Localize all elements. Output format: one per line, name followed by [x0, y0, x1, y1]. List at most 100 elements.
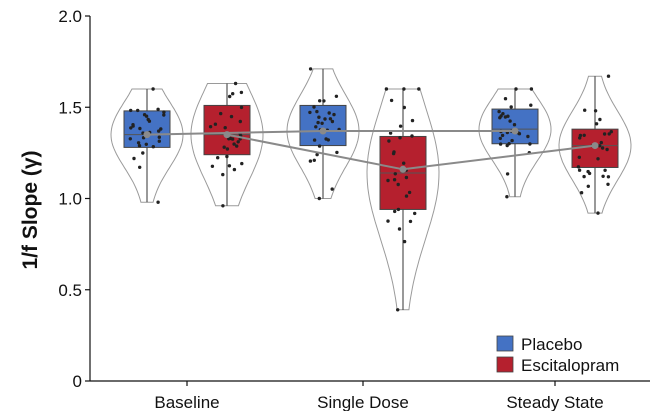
data-point	[398, 136, 402, 140]
data-point	[510, 138, 514, 143]
data-point	[393, 172, 397, 176]
data-point	[137, 144, 142, 148]
data-point	[402, 239, 407, 244]
data-point	[505, 143, 509, 148]
data-point	[596, 211, 600, 215]
data-point	[334, 94, 339, 99]
data-point	[498, 142, 503, 146]
data-point	[384, 87, 389, 91]
data-point	[156, 200, 160, 204]
violin-layer	[110, 68, 632, 311]
mean-point	[399, 165, 407, 173]
data-point	[392, 178, 397, 182]
data-point	[162, 113, 166, 117]
data-point	[221, 204, 225, 208]
x-tick-label: Steady State	[506, 393, 603, 411]
data-point	[159, 127, 163, 131]
data-point	[157, 139, 161, 143]
mean-line-layer	[143, 127, 599, 173]
legend-swatch	[496, 335, 514, 352]
data-point	[144, 142, 148, 146]
legend-label: Escitalopram	[521, 356, 619, 375]
data-point	[326, 138, 330, 142]
data-point	[323, 117, 327, 121]
data-point	[138, 165, 142, 169]
data-point	[402, 87, 406, 91]
data-point	[410, 134, 414, 138]
data-point	[144, 114, 149, 118]
data-point	[402, 161, 406, 165]
data-point	[162, 110, 166, 114]
data-point	[577, 155, 581, 159]
data-point	[509, 105, 513, 109]
legend: Placebo Escitalopram	[496, 335, 619, 375]
data-point	[312, 138, 317, 142]
data-point	[508, 119, 512, 123]
violin	[286, 68, 360, 199]
data-point	[317, 115, 321, 119]
data-point	[318, 99, 322, 103]
data-point	[583, 108, 587, 112]
data-point	[607, 132, 611, 136]
data-point	[505, 172, 510, 176]
data-point	[596, 157, 600, 161]
data-point	[151, 87, 155, 91]
data-point	[320, 121, 324, 126]
legend-swatch	[496, 356, 514, 373]
data-point	[229, 114, 234, 119]
data-point	[141, 151, 145, 155]
x-tick-label: Single Dose	[317, 393, 409, 411]
data-point	[233, 81, 238, 86]
data-point	[594, 122, 599, 126]
data-point	[131, 123, 135, 127]
data-point	[239, 90, 244, 95]
data-point	[386, 178, 390, 183]
violin	[190, 83, 264, 207]
data-point	[606, 175, 611, 179]
data-point	[598, 117, 602, 122]
data-point	[606, 182, 610, 186]
data-point	[413, 211, 417, 216]
data-point	[404, 194, 409, 198]
data-point	[312, 105, 316, 109]
data-point	[576, 165, 581, 169]
data-point	[609, 130, 613, 134]
data-point	[316, 120, 320, 125]
y-tick-label: 0.5	[58, 281, 82, 300]
violin	[478, 88, 552, 198]
x-tick-label: Baseline	[154, 393, 219, 411]
data-point	[505, 195, 509, 199]
data-point	[330, 119, 335, 124]
data-point	[389, 98, 394, 103]
data-point	[216, 156, 220, 160]
data-point	[497, 109, 501, 114]
data-point	[498, 136, 502, 141]
data-point	[317, 196, 321, 201]
data-point	[238, 119, 242, 124]
data-point	[225, 154, 229, 159]
data-point	[208, 125, 213, 129]
data-point	[240, 161, 244, 166]
data-point	[602, 132, 607, 136]
data-point	[335, 150, 339, 155]
data-point	[579, 191, 584, 195]
data-point	[393, 209, 397, 214]
data-point	[222, 145, 226, 149]
data-point	[517, 132, 522, 136]
data-point	[157, 129, 161, 133]
data-point	[136, 108, 140, 113]
mean-point	[143, 131, 151, 139]
data-point	[235, 144, 239, 148]
mean-point	[319, 127, 327, 135]
data-point	[156, 107, 160, 112]
box	[203, 104, 251, 156]
data-point	[407, 190, 412, 195]
y-axis-label: 1/f Slope (γ)	[19, 150, 42, 269]
data-point	[315, 152, 319, 157]
data-point	[147, 119, 152, 123]
data-point	[500, 133, 505, 138]
y-tick-label: 2.0	[58, 7, 82, 26]
data-point	[328, 117, 333, 121]
data-point	[578, 133, 583, 138]
data-point	[587, 171, 592, 176]
